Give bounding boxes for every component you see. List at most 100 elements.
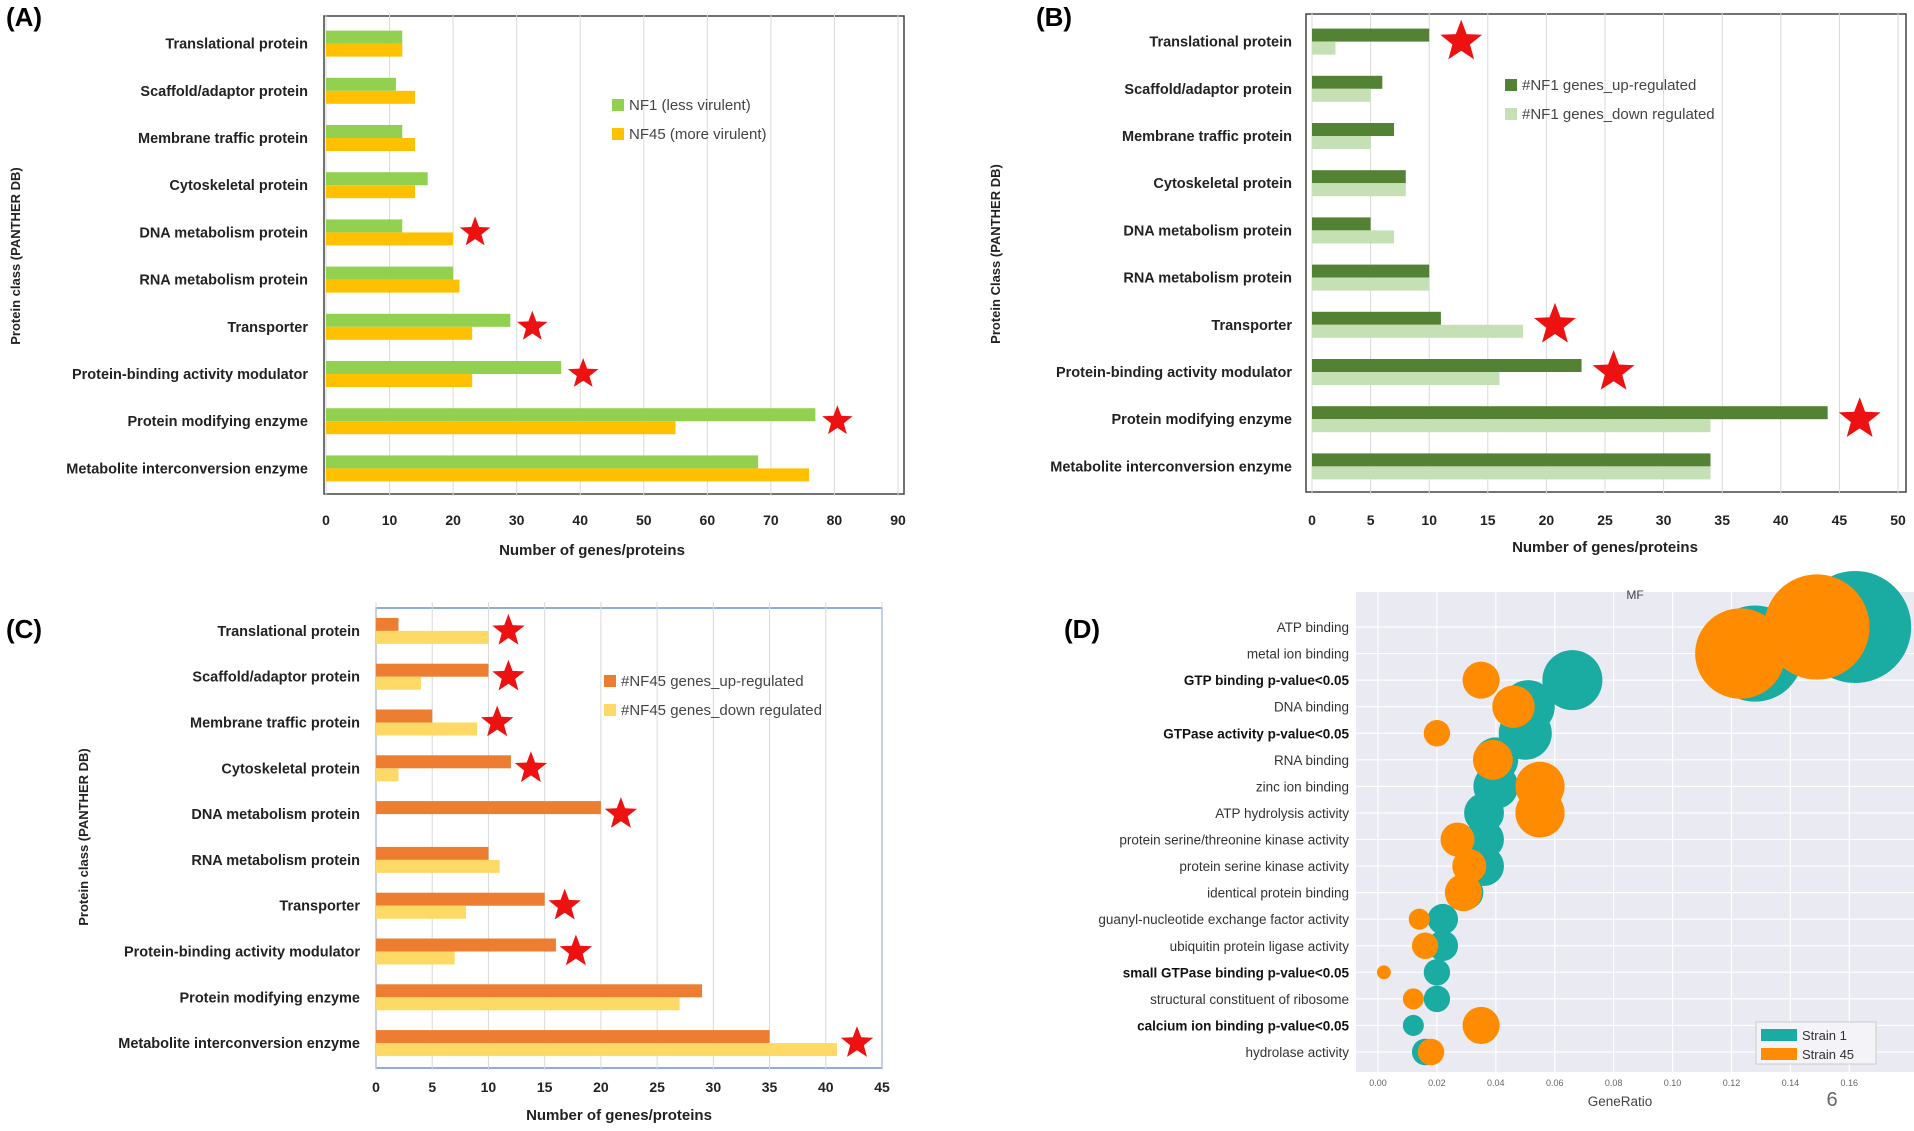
legend-label: #NF45 genes_down regulated [621,702,822,719]
bar-series1 [1312,123,1395,136]
category-label: Scaffold/adaptor protein [192,670,360,686]
bar-series2 [1312,183,1406,197]
dot-strain-45 [1411,932,1439,959]
significance-star [459,216,491,246]
panel-label-c: (C) [6,614,42,644]
significance-star [1440,19,1483,60]
legend-swatch [612,99,624,111]
term-label: identical protein binding [1207,886,1349,901]
bar-series2 [326,43,403,57]
bar-series2 [326,421,676,435]
bar-series1 [376,663,489,677]
term-label: protein serine/threonine kinase activity [1119,833,1349,848]
bar-series1 [376,755,511,769]
legend-label: Strain 1 [1802,1028,1847,1043]
bar-series2 [376,630,489,644]
x-tick-label: 30 [706,1079,722,1095]
panel-c-bar-chart: 0 5 10 15 20 25 30 35 40 45 Translational protein S… [76,602,890,1124]
legend-swatch [1761,1029,1797,1041]
x-tick-label: 35 [1714,512,1730,528]
significance-star [492,659,525,691]
dot-strain-45 [1444,874,1482,912]
bar-series1 [1312,264,1430,278]
x-tick-label: 70 [763,512,779,528]
dot-strain-1 [1423,959,1451,986]
bar-series1 [376,1030,770,1044]
bar-series2 [376,997,680,1011]
category-label: Cytoskeletal protein [169,178,308,194]
category-label: Translational protein [1149,35,1292,51]
bar-series2 [376,1043,838,1057]
term-label: ubiquitin protein ligase activity [1170,939,1350,954]
x-tick-label: 0.00 [1369,1078,1387,1088]
x-tick-label: 15 [1480,512,1496,528]
category-label: Cytoskeletal protein [1153,176,1292,192]
bar-series2 [1312,419,1711,433]
bar-series1 [326,361,562,374]
x-tick-label: 20 [445,512,461,528]
bar-series2 [326,90,415,104]
dot-strain-1 [1542,650,1603,711]
category-label: RNA metabolism protein [191,853,360,869]
dot-strain-1 [1427,903,1459,935]
significance-star [840,1026,874,1057]
bar-series1 [326,125,403,138]
dot-strain-45 [1376,965,1391,980]
x-tick-label: 30 [509,512,525,528]
dot-strain-45 [1462,1006,1500,1044]
bar-series2 [326,326,473,340]
term-label: RNA binding [1274,753,1349,768]
category-label: Scaffold/adaptor protein [1124,82,1292,98]
y-axis-label: Protein Class (PANTHER DB) [988,164,1003,344]
x-tick-label: 0.10 [1664,1078,1682,1088]
category-label: DNA metabolism protein [1123,223,1292,239]
category-label: Metabolite interconversion enzyme [66,461,308,477]
term-label: guanyl-nucleotide exchange factor activi… [1098,912,1349,927]
dot-strain-45 [1402,988,1424,1010]
bar-series2 [376,722,478,736]
bar-series1 [376,846,489,860]
bar-series2 [1312,324,1523,338]
bar-series2 [1312,372,1500,385]
dot-strain-45 [1423,720,1451,747]
dot-strain-45 [1515,788,1565,838]
panel-label-a: (A) [6,2,42,32]
plot-frame [323,15,905,495]
term-label: small GTPase binding p-value<0.05 [1123,965,1350,980]
x-axis-label: Number of genes/proteins [499,542,685,559]
category-label: Protein modifying enzyme [1112,412,1292,428]
x-tick-label: 5 [1367,512,1375,528]
category-label: RNA metabolism protein [139,273,308,289]
term-label: hydrolase activity [1245,1045,1349,1060]
bar-series2 [1312,88,1371,102]
x-tick-label: 30 [1656,512,1672,528]
x-tick-label: 0.04 [1487,1078,1505,1088]
category-label: Translational protein [165,37,308,53]
significance-star [481,705,514,737]
x-tick-label: 0.02 [1428,1078,1446,1088]
bar-series1 [326,408,816,422]
category-label: Membrane traffic protein [190,716,360,732]
dot-strain-45 [1492,685,1535,728]
x-tick-label: 5 [428,1079,436,1095]
x-axis-label: Number of genes/proteins [1512,539,1698,556]
category-label: Protein-binding activity modulator [124,945,360,961]
bar-series2 [376,951,455,965]
x-tick-label: 60 [700,512,716,528]
dot-strain-45 [1408,908,1430,930]
bar-series1 [1312,28,1430,42]
bar-series1 [1312,217,1371,231]
bar-series1 [376,984,703,998]
bar-series2 [1312,466,1711,480]
plot-frame [1305,13,1907,493]
x-tick-label: 20 [1539,512,1555,528]
term-label: metal ion binding [1247,647,1349,662]
category-label: Transporter [1211,318,1292,334]
legend-swatch [604,704,616,716]
legend-label: NF1 (less virulent) [629,97,751,114]
bar-series1 [1312,406,1828,420]
significance-star [517,310,548,340]
dot-strain-45 [1764,574,1870,680]
bar-series1 [376,709,433,723]
